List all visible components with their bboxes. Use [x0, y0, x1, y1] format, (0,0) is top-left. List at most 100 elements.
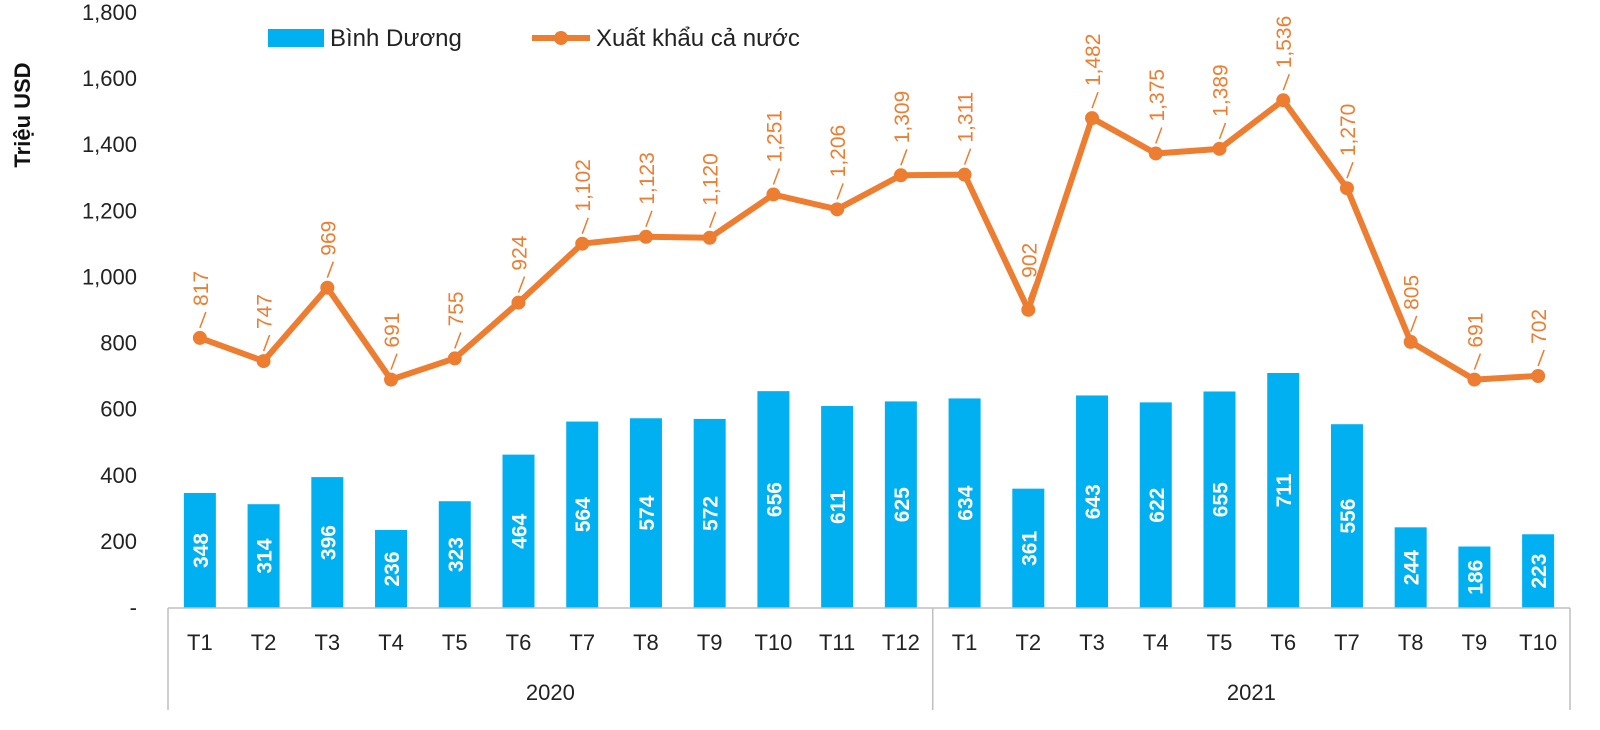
line-value-label: 691: [1464, 313, 1487, 348]
bar: [821, 406, 854, 608]
x-tick-label: T4: [378, 630, 404, 655]
x-tick-label: T1: [952, 630, 978, 655]
bar: [247, 504, 280, 608]
y-tick-label: 1,600: [82, 66, 137, 91]
bar: [1139, 402, 1172, 608]
y-tick-label: 1,800: [82, 0, 137, 25]
bar-value-label: 236: [381, 551, 404, 586]
x-axis: T1 T2 T3 T4 T5 T6 T7 T8 T9 T10 T11 T12 T1 T2 T3 T4 T5 T6 T…: [167, 607, 1571, 710]
x-tick-label: T7: [569, 630, 595, 655]
bar-value-label: 348: [190, 533, 213, 568]
bar-value-label: 244: [1401, 550, 1424, 585]
x-group-label: 2020: [526, 680, 575, 705]
bar-value-label: 361: [1018, 530, 1041, 565]
bar: [1522, 534, 1555, 608]
label-leader: [645, 210, 653, 228]
x-group-label: 2021: [1227, 680, 1276, 705]
line-value-label: 817: [190, 271, 213, 306]
x-tick-label: T7: [1334, 630, 1360, 655]
line-point: [256, 354, 271, 369]
line-value-label: 1,270: [1337, 104, 1360, 157]
line-value-label: 1,123: [636, 152, 659, 205]
line-value-label: 755: [445, 291, 468, 326]
legend-label-line: Xuất khẩu cả nước: [596, 25, 800, 52]
bar-value-label: 323: [445, 537, 468, 572]
bar-value-label: 625: [891, 487, 914, 522]
label-leader: [1473, 353, 1482, 370]
line-value-label: 1,536: [1273, 16, 1296, 69]
line-point: [575, 236, 590, 251]
line-value-label: 1,251: [763, 110, 786, 163]
legend-marker: [554, 31, 568, 45]
line-value-label: 1,206: [827, 125, 850, 178]
y-tick-label: 1,400: [82, 132, 137, 157]
bar: [884, 401, 917, 608]
label-leader: [1218, 122, 1227, 140]
x-tick-label: T5: [1207, 630, 1233, 655]
x-tick-label: T2: [1015, 630, 1041, 655]
bar: [629, 418, 662, 608]
x-tick-label: T1: [187, 630, 213, 655]
bar-value-label: 186: [1464, 560, 1487, 595]
x-tick-label: T12: [882, 630, 920, 655]
line-value-label: 902: [1018, 243, 1041, 278]
y-tick-label: -: [130, 595, 137, 620]
line-point: [766, 187, 781, 202]
x-tick-label: T9: [697, 630, 723, 655]
line-point: [447, 351, 462, 366]
bar: [1012, 488, 1045, 608]
line-point: [1021, 302, 1036, 317]
label-leader: [1409, 315, 1418, 333]
line-value-label: 691: [381, 313, 404, 348]
line-series: 817 747 969 691 755 924 1,102 1,123 1,120 1,251 1,…: [190, 16, 1551, 387]
x-tick-label: T6: [1270, 630, 1296, 655]
bar: [1330, 424, 1363, 608]
line-point: [1403, 334, 1418, 349]
line-point: [1339, 181, 1354, 196]
line-point: [830, 202, 845, 217]
line-point: [511, 295, 526, 310]
y-tick-label: 1,000: [82, 264, 137, 289]
label-leader: [836, 183, 844, 200]
x-tick-label: T10: [754, 630, 792, 655]
label-leader: [1155, 127, 1163, 144]
line-point: [702, 230, 717, 245]
line-value-label: 1,311: [955, 92, 978, 143]
bar: [1076, 395, 1109, 608]
label-leader: [1091, 91, 1099, 109]
line-value-label: 1,482: [1082, 34, 1105, 87]
x-tick-label: T3: [1079, 630, 1105, 655]
bar: [438, 501, 471, 608]
y-tick-label: 1,200: [82, 198, 137, 223]
bar: [1267, 372, 1300, 608]
bar-series: 348 314 396 236 323 464 564 574 572 656 611 625 634 3…: [183, 372, 1555, 608]
label-leader: [1282, 74, 1290, 91]
label-leader: [1346, 161, 1354, 179]
x-tick-label: T3: [314, 630, 340, 655]
x-tick-label: T5: [442, 630, 468, 655]
line-point: [320, 280, 335, 295]
line-point: [1276, 93, 1291, 108]
bar: [1458, 546, 1491, 608]
bar: [375, 529, 408, 608]
line-point: [1085, 111, 1100, 126]
line-value-label: 1,375: [1146, 69, 1169, 122]
legend-label-bar: Bình Dương: [330, 25, 462, 52]
line-value-label: 1,120: [700, 153, 723, 206]
x-tick-label: T8: [1398, 630, 1424, 655]
y-axis-label: Triệu USD: [10, 62, 35, 167]
label-leader: [963, 148, 972, 165]
x-tick-label: T10: [1519, 630, 1557, 655]
bar-value-label: 643: [1082, 484, 1105, 519]
y-tick-label: 400: [100, 463, 137, 488]
bar-value-label: 396: [317, 525, 340, 560]
bar-value-label: 655: [1210, 482, 1233, 517]
x-tick-label: T9: [1462, 630, 1488, 655]
line-point: [638, 229, 653, 244]
bar-value-label: 611: [827, 490, 850, 524]
line-value-label: 702: [1528, 309, 1551, 344]
x-tick-label: T4: [1143, 630, 1169, 655]
y-tick-label: 600: [100, 397, 137, 422]
label-leader: [1537, 349, 1545, 367]
